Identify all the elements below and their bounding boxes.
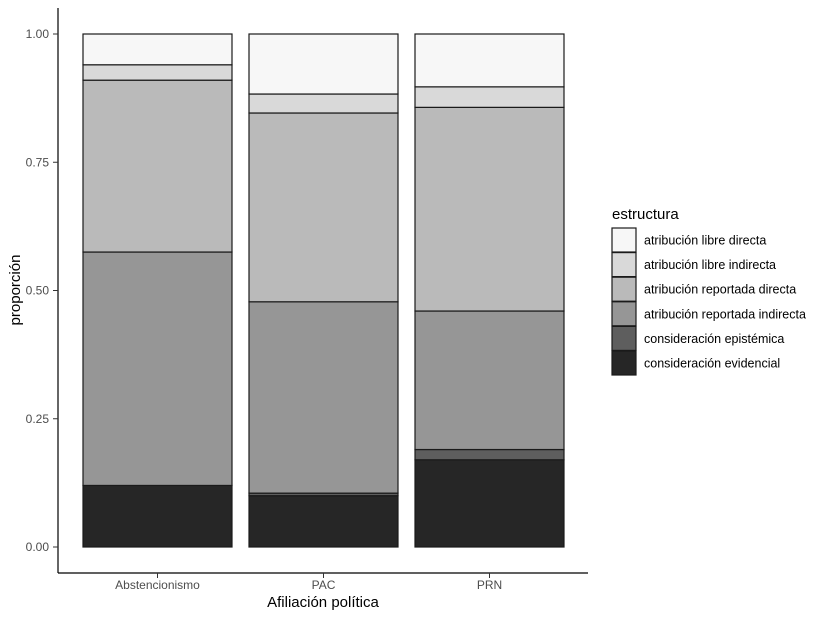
bar-segment-pac-atribucion-reportada-directa [248,112,399,303]
legend-key-consideracion-epistemica [611,325,637,351]
x-axis-title: Afiliación política [267,594,379,611]
legend-title: estructura [612,206,679,223]
bar-segment-pac-atribucion-libre-indirecta [248,93,399,114]
y-axis-title: proporción [7,255,24,326]
legend-key-atribucion-reportada-indirecta [611,301,637,327]
x-tick-label-abstencionismo: Abstencionismo [115,578,200,592]
bar-segment-prn-atribucion-libre-indirecta [414,86,565,108]
y-tick-label: 1.00 [26,27,50,41]
legend-label-consideracion-evidencial: consideración evidencial [644,357,780,371]
bar-segment-abstencionismo-consideracion-evidencial [82,484,233,548]
bar-segment-prn-consideracion-evidencial [414,459,565,548]
x-axis-ticks: Abstencionismo PAC PRN [115,573,502,592]
y-axis-ticks: 0.00 0.25 0.50 0.75 1.00 [26,27,58,554]
bar-segment-pac-atribucion-reportada-indirecta [248,301,399,494]
y-tick-label: 0.50 [26,284,50,298]
bar-segment-pac-atribucion-libre-directa [248,33,399,95]
bar-segment-prn-atribucion-libre-directa [414,33,565,88]
y-tick-label: 0.00 [26,540,50,554]
bar-segment-prn-atribucion-reportada-indirecta [414,310,565,451]
y-tick-label: 0.75 [26,155,50,169]
bar-segment-prn-atribucion-reportada-directa [414,106,565,312]
legend-key-atribucion-libre-indirecta [611,252,637,278]
y-tick-label: 0.25 [26,412,50,426]
legend-key-atribucion-reportada-directa [611,276,637,302]
legend-label-atribucion-libre-indirecta: atribución libre indirecta [644,258,776,272]
bar-segment-abstencionismo-atribucion-libre-directa [82,33,233,66]
bar-segment-abstencionismo-atribucion-reportada-directa [82,79,233,253]
bars-group [82,33,565,548]
bar-segment-abstencionismo-atribucion-libre-indirecta [82,64,233,81]
legend-label-atribucion-libre-directa: atribución libre directa [644,234,766,248]
x-tick-label-pac: PAC [312,578,336,592]
legend-key-consideracion-evidencial [611,350,637,376]
x-tick-label-prn: PRN [477,578,502,592]
bar-segment-pac-consideracion-evidencial [248,495,399,548]
legend: estructura atribución libre directa atrib… [611,206,806,376]
bar-segment-abstencionismo-atribucion-reportada-indirecta [82,251,233,487]
bar-segment-prn-consideracion-epistemica [414,448,565,461]
legend-label-consideracion-epistemica: consideración epistémica [644,332,784,346]
legend-label-atribucion-reportada-directa: atribución reportada directa [644,283,796,297]
legend-key-atribucion-libre-directa [611,227,637,253]
legend-label-atribucion-reportada-indirecta: atribución reportada indirecta [644,307,806,321]
